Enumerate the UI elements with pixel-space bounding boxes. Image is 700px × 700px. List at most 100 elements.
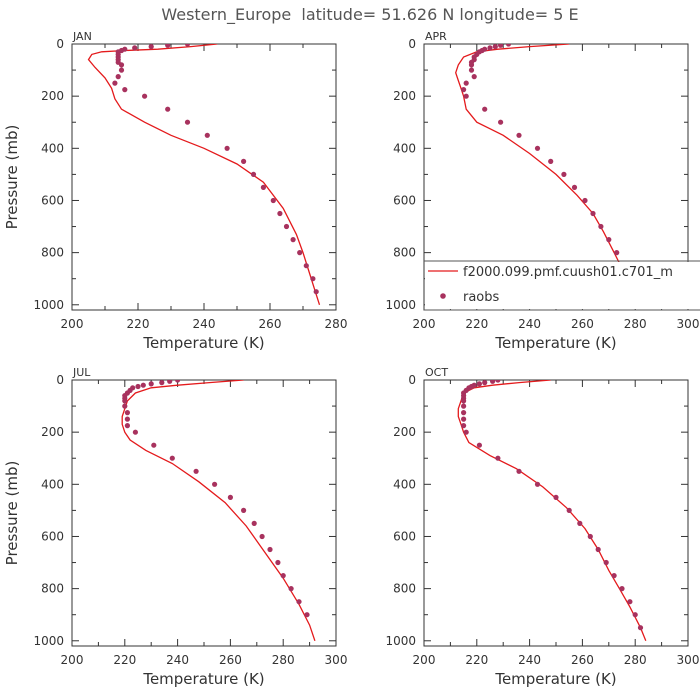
raobs-point (224, 145, 230, 151)
raobs-point (313, 289, 319, 295)
raobs-point (498, 119, 504, 125)
raobs-point (495, 380, 501, 383)
raobs-point (124, 423, 130, 429)
y-tick-label: 600 (393, 193, 416, 207)
x-tick-label: 200 (413, 317, 436, 331)
raobs-point (167, 380, 173, 384)
raobs-point (487, 45, 493, 51)
plot-area (457, 380, 647, 642)
raobs-point (259, 533, 265, 540)
x-tick-label: 240 (166, 653, 189, 667)
y-tick-label: 400 (393, 141, 416, 155)
y-tick-label: 200 (393, 89, 416, 103)
raobs-point (175, 380, 181, 383)
raobs-point (468, 62, 475, 68)
raobs-point (463, 80, 469, 86)
raobs-point (148, 381, 154, 387)
x-tick-label: 200 (413, 653, 436, 667)
raobs-point (303, 263, 309, 269)
raobs-point (270, 197, 276, 204)
raobs-point (296, 599, 302, 605)
raobs-point (611, 573, 617, 579)
raobs-point (516, 468, 522, 474)
model-profile-line (87, 44, 321, 305)
raobs-point (288, 586, 294, 592)
raobs-point (151, 442, 157, 448)
chart-apr: APR 200 220 240 260 280 300 0 200 400 600 800 1000 Te… (385, 30, 699, 352)
model-profile-line (121, 380, 316, 642)
x-tick-label: 200 (61, 653, 84, 667)
raobs-point (534, 481, 541, 487)
raobs-point (587, 533, 593, 540)
x-axis-label: Temperature (K) (494, 334, 616, 352)
raobs-point (122, 398, 128, 404)
raobs-point (603, 559, 609, 566)
raobs-point (118, 67, 125, 73)
raobs-point (250, 171, 257, 177)
raobs-point (461, 423, 467, 429)
raobs-point (461, 410, 467, 416)
legend-marker-swatch (440, 293, 446, 299)
raobs-point (482, 380, 488, 386)
y-tick-label: 600 (41, 529, 64, 543)
x-tick-label: 300 (677, 653, 700, 667)
raobs-point (495, 455, 501, 461)
raobs-point (227, 494, 233, 500)
raobs-point (251, 520, 257, 527)
y-tick-label: 800 (393, 582, 416, 596)
raobs-point (606, 237, 612, 243)
x-axis-label: Temperature (K) (142, 334, 264, 352)
raobs-point (595, 546, 601, 553)
x-tick-label: 220 (465, 317, 488, 331)
raobs-point (132, 429, 138, 435)
raobs-point (505, 44, 512, 47)
raobs-point (461, 87, 467, 93)
raobs-point (118, 62, 125, 68)
raobs-point (553, 494, 559, 500)
raobs-point (297, 250, 303, 256)
y-tick-label: 400 (41, 141, 64, 155)
raobs-point (142, 93, 148, 99)
raobs-point (204, 132, 210, 138)
y-tick-label: 800 (393, 246, 416, 260)
raobs-point (135, 383, 141, 390)
raobs-point (140, 382, 146, 388)
y-tick-label: 800 (41, 246, 64, 260)
raobs-point (193, 468, 199, 474)
x-tick-label: 240 (193, 317, 216, 331)
raobs-point (115, 74, 121, 80)
x-tick-label: 280 (325, 317, 348, 331)
raobs-point (310, 276, 316, 282)
raobs-point (566, 507, 572, 513)
raobs-point (476, 442, 482, 448)
raobs-point (632, 612, 638, 618)
x-axis-label: Temperature (K) (494, 670, 616, 688)
x-tick-label: 260 (571, 317, 594, 331)
plot-area (87, 44, 321, 305)
y-tick-label: 0 (56, 373, 64, 387)
raobs-point (148, 44, 154, 50)
raobs-point (122, 403, 128, 409)
raobs-point (165, 44, 171, 48)
raobs-point (461, 398, 467, 404)
y-axis-label: Pressure (mb) (3, 125, 21, 230)
panel-label: APR (425, 30, 447, 43)
y-tick-label: 200 (393, 425, 416, 439)
plot-area (455, 44, 642, 306)
y-tick-label: 600 (41, 193, 64, 207)
legend-label-raobs: raobs (463, 290, 500, 305)
raobs-point (277, 210, 283, 217)
plot-frame (71, 379, 337, 647)
raobs-point (548, 158, 554, 164)
x-tick-label: 280 (624, 653, 647, 667)
raobs-point (159, 380, 165, 386)
legend-label-model: f2000.099.pmf.cuush01.c701_m (463, 265, 673, 280)
raobs-point (582, 197, 588, 204)
raobs-point (571, 184, 578, 190)
y-tick-label: 0 (408, 37, 416, 51)
x-tick-label: 280 (624, 317, 647, 331)
raobs-point (132, 45, 138, 51)
y-tick-label: 200 (41, 425, 64, 439)
raobs-point (112, 80, 118, 86)
